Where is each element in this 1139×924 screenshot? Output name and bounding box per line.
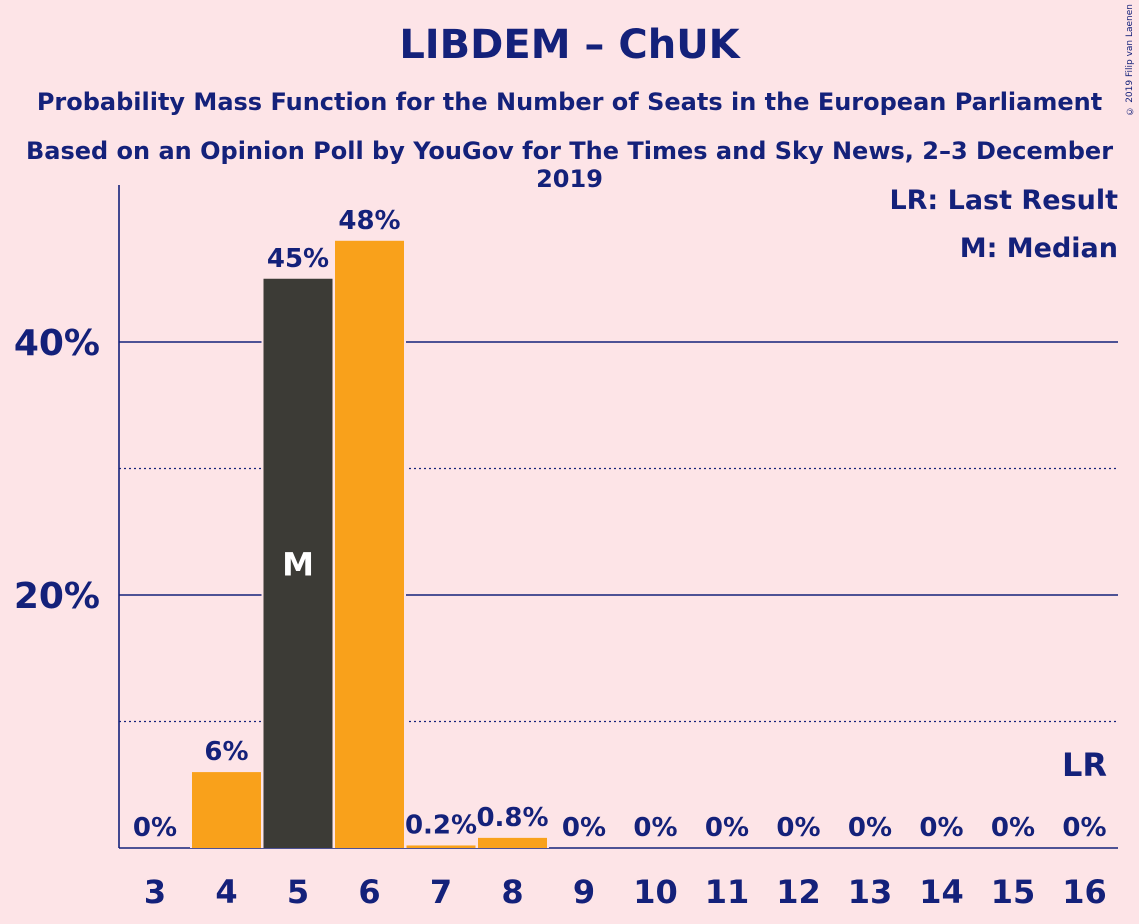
- x-tick-label: 12: [776, 873, 821, 911]
- value-label: 0%: [633, 813, 677, 843]
- value-label: 0%: [133, 813, 177, 843]
- value-label: 0%: [776, 813, 820, 843]
- value-label: 0%: [562, 813, 606, 843]
- value-label: 6%: [204, 737, 248, 767]
- bar: [263, 278, 333, 848]
- value-label: 0%: [1062, 813, 1106, 843]
- legend-entry: M: Median: [960, 233, 1118, 264]
- legend-entry: LR: Last Result: [889, 185, 1118, 216]
- chart-subtitle: Probability Mass Function for the Number…: [36, 88, 1103, 116]
- x-tick-label: 4: [215, 873, 237, 911]
- x-tick-label: 15: [991, 873, 1036, 911]
- value-label: 45%: [267, 244, 329, 274]
- last-result-marker: LR: [1062, 746, 1107, 784]
- value-label: 0%: [919, 813, 963, 843]
- x-tick-label: 3: [144, 873, 166, 911]
- bar: [478, 837, 547, 848]
- value-label: 48%: [338, 206, 400, 236]
- bar: [192, 772, 261, 848]
- value-label: 0%: [991, 813, 1035, 843]
- x-tick-label: 6: [358, 873, 380, 911]
- x-tick-label: 9: [573, 873, 595, 911]
- x-tick-label: 13: [848, 873, 893, 911]
- bar: [406, 845, 476, 848]
- value-label: 0.2%: [405, 810, 477, 840]
- x-tick-label: 11: [705, 873, 750, 911]
- x-tick-label: 16: [1062, 873, 1107, 911]
- x-tick-label: 7: [430, 873, 452, 911]
- x-tick-label: 14: [919, 873, 964, 911]
- chart-title: LIBDEM – ChUK: [399, 22, 740, 68]
- chart-subtitle-poll: Based on an Opinion Poll by YouGov for T…: [25, 137, 1114, 193]
- value-label: 0.8%: [476, 803, 548, 833]
- median-marker: M: [282, 545, 314, 583]
- bar: [335, 240, 404, 849]
- x-tick-label: 5: [287, 873, 309, 911]
- y-tick-label: 20%: [14, 576, 100, 617]
- x-tick-label: 10: [633, 873, 678, 911]
- x-tick-label: 8: [501, 873, 523, 911]
- value-label: 0%: [848, 813, 892, 843]
- value-label: 0%: [705, 813, 749, 843]
- y-tick-label: 40%: [14, 323, 100, 364]
